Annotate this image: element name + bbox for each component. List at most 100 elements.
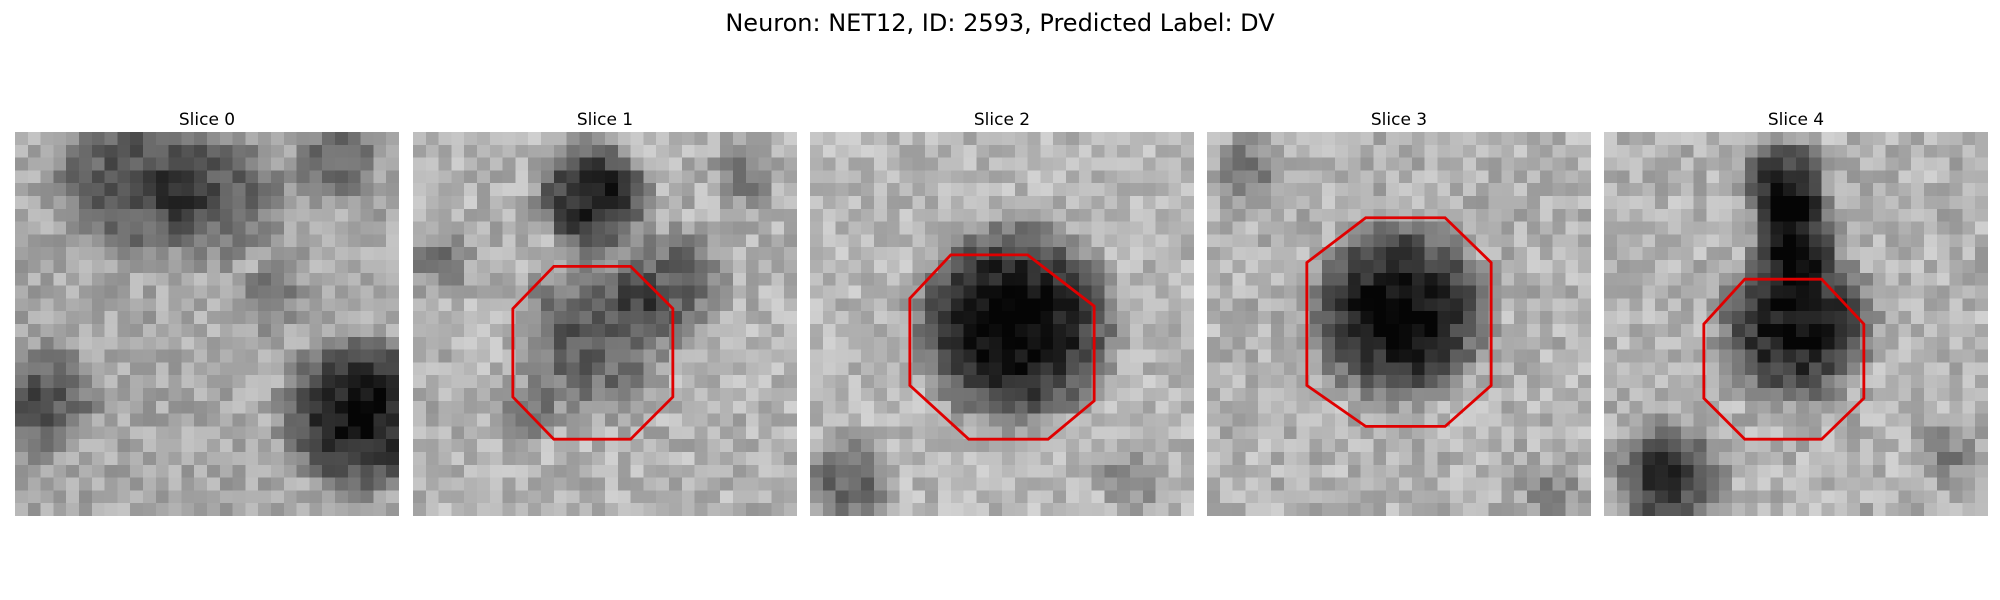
pixel	[771, 183, 785, 197]
pixel	[79, 234, 93, 248]
pixel	[1463, 477, 1477, 491]
pixel	[451, 221, 465, 235]
pixel	[1373, 247, 1387, 261]
pixel	[1975, 221, 1988, 235]
pixel	[1834, 144, 1848, 158]
pixel	[245, 208, 259, 222]
pixel	[1322, 324, 1336, 338]
pixel	[181, 503, 195, 516]
pixel	[989, 298, 1003, 312]
pixel	[1066, 260, 1080, 274]
pixel	[1706, 413, 1720, 427]
pixel	[1539, 144, 1553, 158]
pixel	[1604, 157, 1618, 171]
pixel	[1796, 490, 1810, 504]
pixel	[925, 298, 939, 312]
pixel	[1296, 439, 1310, 453]
pixel	[425, 298, 439, 312]
pixel	[451, 388, 465, 402]
pixel	[1629, 349, 1643, 363]
pixel	[502, 272, 516, 286]
pixel	[1616, 260, 1630, 274]
pixel	[1219, 208, 1233, 222]
pixel	[874, 157, 888, 171]
pixel	[91, 375, 105, 389]
pixel	[874, 464, 888, 478]
pixel	[630, 234, 644, 248]
pixel	[643, 477, 657, 491]
pixel	[194, 208, 208, 222]
pixel	[1668, 144, 1682, 158]
pixel	[15, 157, 29, 171]
pixel	[219, 375, 233, 389]
pixel	[117, 144, 131, 158]
pixel	[1962, 400, 1976, 414]
pixel	[848, 183, 862, 197]
pixel	[309, 260, 323, 274]
pixel	[1642, 221, 1656, 235]
pixel	[1565, 234, 1579, 248]
pixel	[630, 311, 644, 325]
pixel	[1885, 464, 1899, 478]
pixel	[976, 388, 990, 402]
pixel	[1104, 375, 1118, 389]
pixel	[1411, 464, 1425, 478]
pixel	[451, 260, 465, 274]
pixel	[413, 285, 427, 299]
pixel	[194, 439, 208, 453]
pixel	[245, 298, 259, 312]
pixel	[207, 413, 221, 427]
pixel	[1258, 336, 1272, 350]
pixel	[360, 260, 374, 274]
pixel	[1373, 400, 1387, 414]
pixel	[1219, 477, 1233, 491]
pixel	[1399, 503, 1413, 516]
pixel	[553, 349, 567, 363]
pixel	[1949, 324, 1963, 338]
pixel	[1347, 272, 1361, 286]
pixel	[1322, 503, 1336, 516]
pixel	[40, 144, 54, 158]
pixel	[656, 349, 670, 363]
pixel	[117, 477, 131, 491]
pixel	[720, 362, 734, 376]
pixel	[477, 234, 491, 248]
pixel	[925, 132, 939, 146]
pixel	[938, 324, 952, 338]
pixel	[1053, 336, 1067, 350]
pixel	[207, 477, 221, 491]
slice-image-0	[15, 132, 399, 516]
pixel	[592, 272, 606, 286]
pixel	[1399, 426, 1413, 440]
pixel	[1924, 375, 1938, 389]
pixel	[1271, 157, 1285, 171]
pixel	[630, 144, 644, 158]
pixel	[1898, 413, 1912, 427]
pixel	[1283, 260, 1297, 274]
pixel	[1130, 362, 1144, 376]
pixel	[1475, 311, 1489, 325]
pixel	[130, 272, 144, 286]
pixel	[630, 324, 644, 338]
pixel	[1437, 132, 1451, 146]
pixel	[1322, 260, 1336, 274]
pixel	[1655, 452, 1669, 466]
pixel	[309, 349, 323, 363]
pixel	[681, 452, 695, 466]
pixel	[386, 260, 399, 274]
pixel	[283, 260, 297, 274]
pixel	[232, 336, 246, 350]
pixel	[1757, 375, 1771, 389]
pixel	[1949, 464, 1963, 478]
pixel	[1335, 452, 1349, 466]
pixel	[155, 375, 169, 389]
pixel	[1296, 247, 1310, 261]
pixel	[541, 144, 555, 158]
pixel	[1168, 349, 1182, 363]
pixel	[1936, 400, 1950, 414]
pixel	[1783, 311, 1797, 325]
pixel	[1181, 464, 1194, 478]
pixel	[1719, 388, 1733, 402]
pixel	[822, 324, 836, 338]
pixel	[707, 413, 721, 427]
